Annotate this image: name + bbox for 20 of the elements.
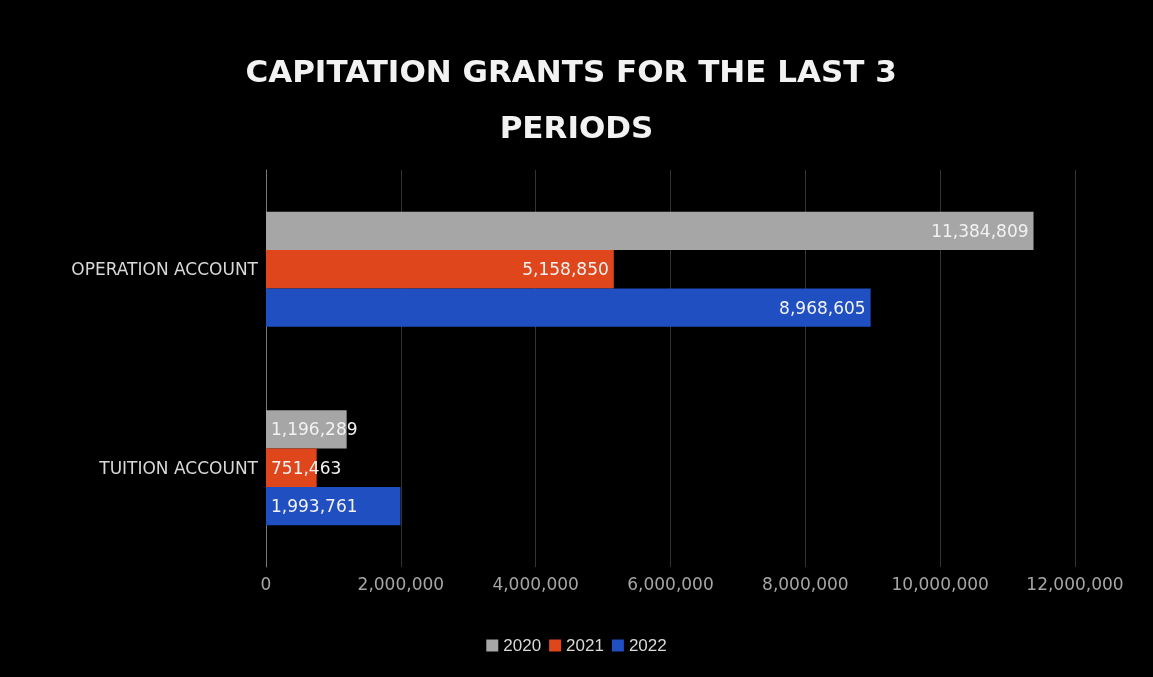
data-label: 11,384,809 — [931, 220, 1029, 241]
legend-label: 2022 — [628, 636, 667, 655]
x-tick-label: 2,000,000 — [357, 573, 445, 594]
x-tick-label: 4,000,000 — [492, 573, 579, 594]
y-tick-label: TUITION ACCOUNT — [98, 457, 259, 478]
x-tick-label: 6,000,000 — [627, 573, 714, 594]
bar — [266, 211, 1034, 251]
x-tick-label: 0 — [260, 573, 272, 594]
legend-label: 2020 — [503, 636, 542, 655]
x-tick-label: 10,000,000 — [891, 573, 989, 594]
data-label: 1,993,761 — [271, 496, 358, 517]
data-label: 5,158,850 — [522, 259, 609, 280]
bar — [266, 250, 614, 289]
legend-label: 2021 — [566, 636, 604, 655]
x-tick-label: 12,000,000 — [1026, 573, 1124, 594]
y-tick-label: OPERATION ACCOUNT — [71, 259, 259, 280]
chart-title: CAPITATION GRANTS FOR THE LAST 3 PERIODS — [245, 53, 908, 145]
data-label: 8,968,605 — [779, 297, 866, 318]
bar — [266, 288, 871, 327]
x-tick-label: 8,000,000 — [762, 573, 849, 594]
